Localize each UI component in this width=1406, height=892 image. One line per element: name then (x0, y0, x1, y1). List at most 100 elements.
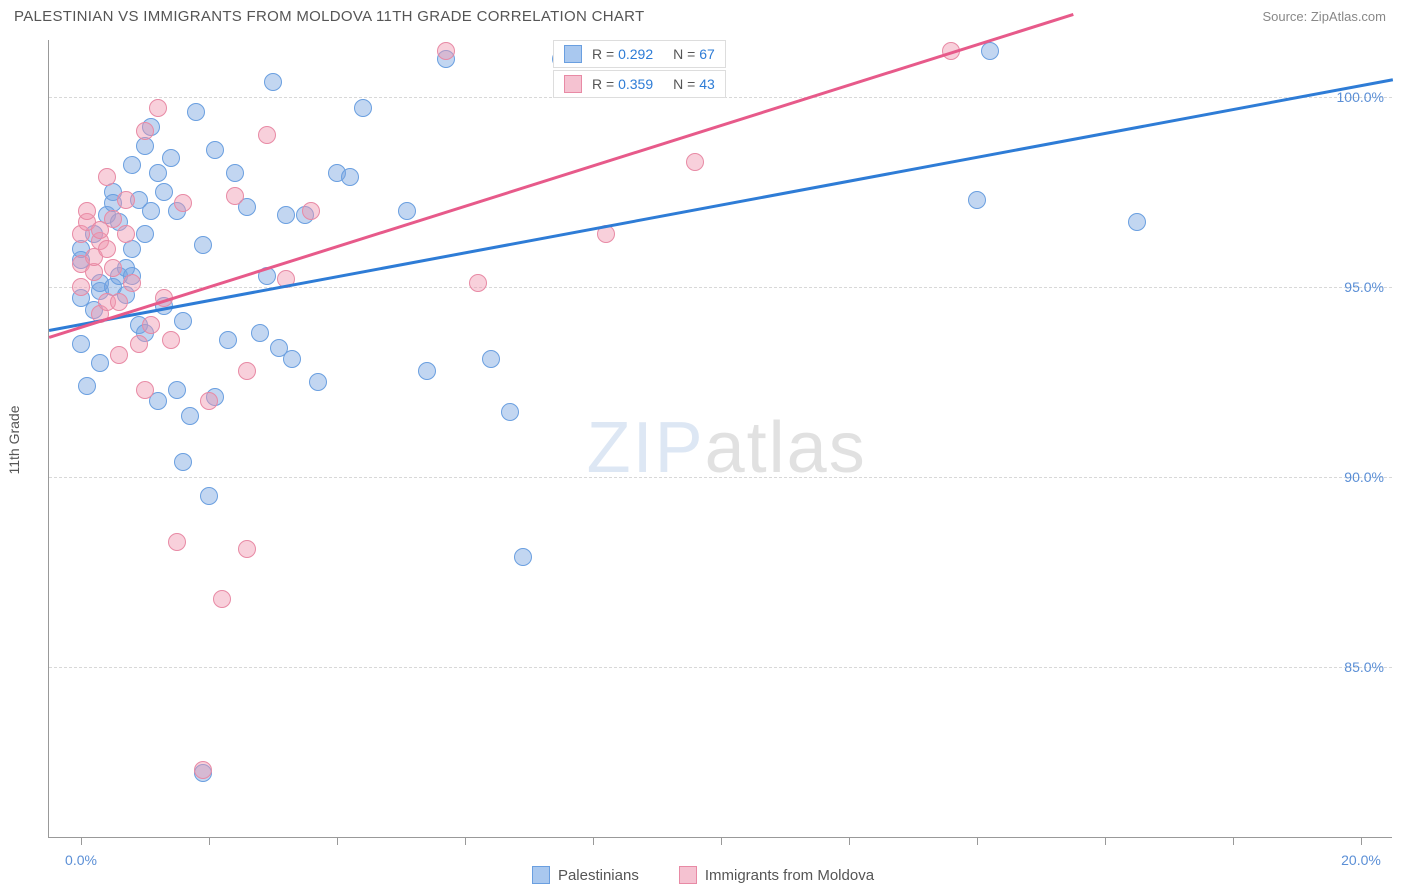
data-point (78, 202, 96, 220)
source-prefix: Source: (1262, 9, 1310, 24)
source-attribution: Source: ZipAtlas.com (1262, 9, 1386, 24)
data-point (283, 350, 301, 368)
x-tick (1233, 837, 1234, 845)
swatch-icon (564, 75, 582, 93)
source-name: ZipAtlas.com (1311, 9, 1386, 24)
data-point (302, 202, 320, 220)
data-point (72, 278, 90, 296)
data-point (238, 540, 256, 558)
data-point (142, 202, 160, 220)
data-point (149, 99, 167, 117)
chart-title: PALESTINIAN VS IMMIGRANTS FROM MOLDOVA 1… (14, 8, 644, 25)
data-point (174, 312, 192, 330)
data-point (226, 164, 244, 182)
data-point (117, 191, 135, 209)
data-point (181, 407, 199, 425)
legend-label: Palestinians (558, 867, 639, 884)
data-point (123, 156, 141, 174)
data-point (194, 236, 212, 254)
data-point (226, 187, 244, 205)
data-point (418, 362, 436, 380)
legend-item-palestinians: Palestinians (532, 866, 639, 884)
data-point (149, 164, 167, 182)
data-point (110, 293, 128, 311)
data-point (174, 194, 192, 212)
x-tick (1361, 837, 1362, 845)
data-point (136, 381, 154, 399)
r-label: R = 0.359 (592, 76, 653, 92)
data-point (117, 225, 135, 243)
y-tick-label: 85.0% (1344, 659, 1384, 675)
data-point (219, 331, 237, 349)
data-point (981, 42, 999, 60)
y-axis-label: 11th Grade (6, 405, 22, 474)
data-point (136, 122, 154, 140)
x-tick (1105, 837, 1106, 845)
x-tick (977, 837, 978, 845)
swatch-icon (564, 45, 582, 63)
correlation-legend-row: R = 0.292N = 67 (553, 40, 726, 68)
swatch-icon (679, 866, 697, 884)
data-point (437, 42, 455, 60)
data-point (168, 533, 186, 551)
data-point (1128, 213, 1146, 231)
data-point (168, 381, 186, 399)
data-point (213, 590, 231, 608)
y-tick-label: 90.0% (1344, 469, 1384, 485)
data-point (104, 210, 122, 228)
gridline (49, 667, 1392, 668)
data-point (155, 183, 173, 201)
data-point (501, 403, 519, 421)
data-point (98, 168, 116, 186)
n-label: N = 43 (673, 76, 715, 92)
data-point (162, 331, 180, 349)
y-tick-label: 95.0% (1344, 279, 1384, 295)
gridline (49, 287, 1392, 288)
data-point (200, 392, 218, 410)
data-point (251, 324, 269, 342)
plot-area: 85.0%90.0%95.0%100.0%0.0%20.0%ZIPatlasR … (48, 40, 1392, 838)
data-point (136, 225, 154, 243)
y-tick-label: 100.0% (1337, 89, 1384, 105)
data-point (200, 487, 218, 505)
legend-item-moldova: Immigrants from Moldova (679, 866, 874, 884)
data-point (194, 761, 212, 779)
data-point (174, 453, 192, 471)
correlation-legend-row: R = 0.359 N = 43 (553, 70, 726, 98)
data-point (162, 149, 180, 167)
legend-bottom: Palestinians Immigrants from Moldova (0, 866, 1406, 884)
data-point (309, 373, 327, 391)
data-point (469, 274, 487, 292)
data-point (686, 153, 704, 171)
data-point (514, 548, 532, 566)
data-point (277, 206, 295, 224)
data-point (968, 191, 986, 209)
data-point (482, 350, 500, 368)
data-point (258, 126, 276, 144)
data-point (72, 335, 90, 353)
data-point (341, 168, 359, 186)
legend-label: Immigrants from Moldova (705, 867, 874, 884)
data-point (398, 202, 416, 220)
data-point (264, 73, 282, 91)
data-point (123, 274, 141, 292)
data-point (354, 99, 372, 117)
data-point (78, 377, 96, 395)
x-tick (465, 837, 466, 845)
x-tick (337, 837, 338, 845)
data-point (142, 316, 160, 334)
data-point (91, 354, 109, 372)
data-point (98, 240, 116, 258)
x-tick (593, 837, 594, 845)
x-tick (81, 837, 82, 845)
data-point (110, 346, 128, 364)
data-point (238, 362, 256, 380)
x-tick (849, 837, 850, 845)
x-tick (209, 837, 210, 845)
r-label: R = 0.292 (592, 46, 653, 62)
swatch-icon (532, 866, 550, 884)
x-tick (721, 837, 722, 845)
data-point (104, 259, 122, 277)
data-point (187, 103, 205, 121)
data-point (130, 335, 148, 353)
